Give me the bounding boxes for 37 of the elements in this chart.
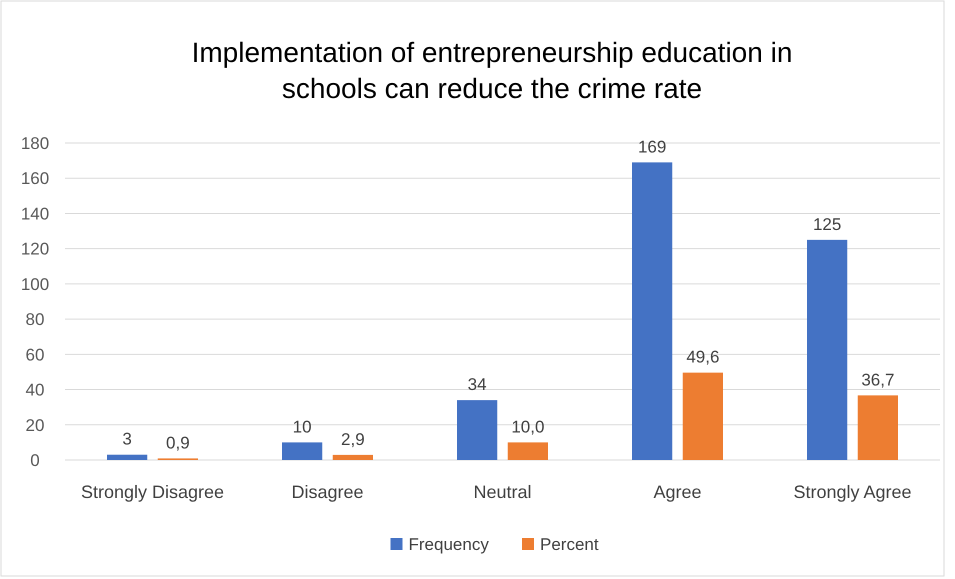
data-label: 36,7 <box>861 370 894 390</box>
data-label: 125 <box>812 214 842 234</box>
x-tick-label: Disagree <box>291 482 364 502</box>
bar <box>332 454 373 460</box>
x-tick-label: Strongly Agree <box>793 482 912 502</box>
legend-label: Percent <box>540 535 599 554</box>
y-tick-label: 120 <box>20 240 50 259</box>
bar <box>107 454 148 460</box>
data-label: 169 <box>638 137 666 156</box>
bar <box>858 395 898 460</box>
data-label: 10 <box>292 417 312 436</box>
bar <box>632 162 672 460</box>
data-label: 34 <box>468 375 487 394</box>
y-tick-label: 20 <box>26 416 44 435</box>
x-tick-label: Neutral <box>473 482 532 502</box>
bar <box>682 372 723 460</box>
y-tick-label: 40 <box>26 380 44 400</box>
bar <box>807 240 848 460</box>
data-label: 3 <box>122 430 132 449</box>
bar <box>282 442 322 460</box>
bar <box>508 442 548 460</box>
data-label: 49,6 <box>686 348 720 367</box>
x-tick-label: Agree <box>653 482 702 502</box>
y-tick-label: 80 <box>26 310 44 330</box>
y-tick-label: 140 <box>20 204 50 224</box>
chart-title: Implementation of entrepreneurship education in schools can reduce the crime rate <box>192 37 792 104</box>
y-tick-label: 60 <box>26 345 44 364</box>
y-tick-label: 0 <box>30 451 40 470</box>
data-label: 10,0 <box>511 417 544 436</box>
y-tick-label: 160 <box>20 169 50 188</box>
data-label: 2,9 <box>341 430 365 449</box>
y-tick-label: 100 <box>20 274 50 294</box>
y-tick-label: 180 <box>20 134 50 153</box>
bar <box>457 400 498 460</box>
x-tick-label: Strongly Disagree <box>80 482 224 502</box>
data-label: 0,9 <box>166 433 190 452</box>
legend-label: Frequency <box>408 535 490 554</box>
